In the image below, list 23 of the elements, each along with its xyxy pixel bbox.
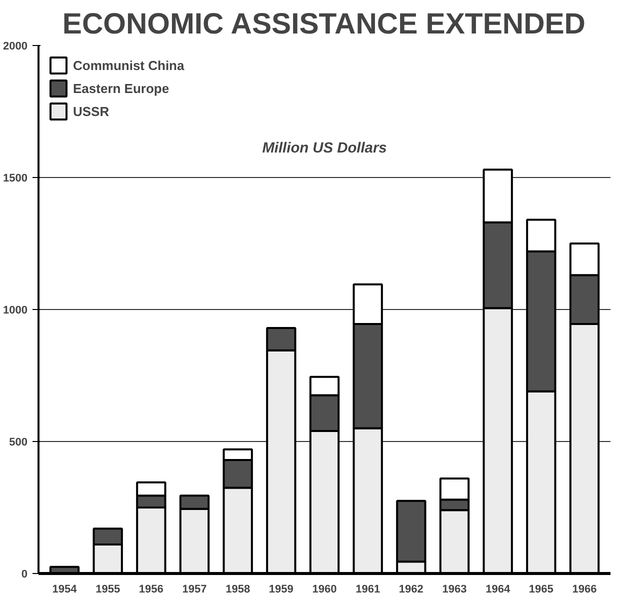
x-tick-label: 1957 bbox=[182, 584, 207, 596]
y-tick-label: 2000 bbox=[3, 40, 28, 52]
y-tick-label: 500 bbox=[9, 436, 28, 448]
x-tick-label: 1955 bbox=[96, 584, 120, 596]
legend-label: Eastern Europe bbox=[73, 80, 170, 96]
chart-title: ECONOMIC ASSISTANCE EXTENDED bbox=[62, 8, 586, 40]
y-tick-label: 1500 bbox=[3, 172, 28, 184]
x-tick-label: 1962 bbox=[398, 584, 424, 596]
y-tick-label: 0 bbox=[21, 568, 28, 580]
x-tick-label: 1963 bbox=[442, 584, 467, 596]
x-tick-label: 1966 bbox=[572, 584, 597, 596]
x-tick-label: 1960 bbox=[312, 584, 337, 596]
legend-label: USSR bbox=[73, 104, 110, 118]
legend-label: Communist China bbox=[73, 58, 184, 72]
x-tick-label: 1954 bbox=[52, 584, 78, 596]
x-tick-label: 1958 bbox=[226, 584, 250, 596]
x-tick-label: 1965 bbox=[528, 584, 554, 596]
x-tick-label: 1961 bbox=[356, 584, 380, 596]
y-tick-label: 1000 bbox=[3, 304, 28, 316]
x-tick-label: 1964 bbox=[486, 584, 511, 596]
x-tick-label: 1956 bbox=[138, 584, 164, 596]
x-tick-label: 1959 bbox=[268, 584, 294, 596]
text: Million US Dollars bbox=[262, 140, 387, 156]
